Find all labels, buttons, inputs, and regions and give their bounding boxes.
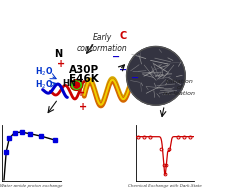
Circle shape	[126, 46, 184, 105]
Text: +: +	[77, 88, 85, 98]
Text: HN: HN	[62, 79, 75, 88]
Text: +: +	[78, 102, 86, 112]
Ellipse shape	[70, 80, 82, 91]
Text: C: C	[119, 31, 126, 41]
Text: N: N	[54, 49, 62, 59]
Text: Early
conformation: Early conformation	[76, 33, 127, 53]
Text: H$_2$O: H$_2$O	[35, 66, 53, 78]
X-axis label: Chemical Exchange with Dark-State
using principles of Saturation Transfer: Chemical Exchange with Dark-State using …	[125, 184, 203, 189]
Text: −: −	[130, 72, 139, 82]
Circle shape	[126, 46, 184, 105]
X-axis label: Water amide proton exchange
intensity profiles: Water amide proton exchange intensity pr…	[0, 184, 63, 189]
Text: −: −	[111, 52, 119, 62]
Text: E46K: E46K	[69, 74, 99, 84]
Text: +: +	[57, 59, 65, 69]
Text: Initiation
of
nucleation: Initiation of nucleation	[162, 79, 195, 96]
Circle shape	[73, 82, 79, 88]
Text: H$_2$O: H$_2$O	[35, 79, 53, 91]
Text: A30P: A30P	[69, 65, 99, 75]
Text: −: −	[118, 65, 126, 75]
